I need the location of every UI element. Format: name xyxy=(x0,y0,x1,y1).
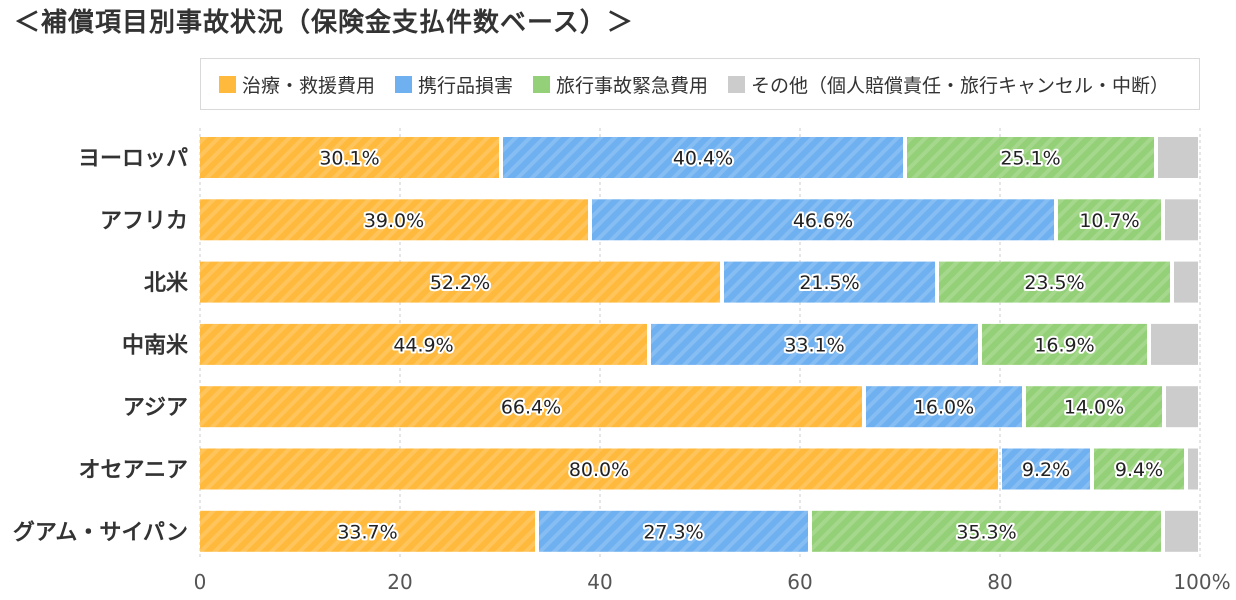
data-label: 39.0% xyxy=(364,210,424,232)
data-label: 25.1% xyxy=(1000,148,1060,170)
data-label: 35.3% xyxy=(956,521,1016,543)
bar-segment xyxy=(1002,448,1090,490)
legend-swatch-other xyxy=(728,75,746,93)
bar-segment xyxy=(1058,199,1161,241)
bar-segment xyxy=(1166,386,1198,428)
x-tick-label: 0 xyxy=(194,570,207,594)
bar-segment xyxy=(939,261,1170,303)
bar-segment xyxy=(503,137,903,178)
category-label: ヨーロッパ xyxy=(78,147,188,172)
bar-segment xyxy=(1174,261,1198,303)
category-label: アフリカ xyxy=(100,209,188,234)
legend-item-medical: 治療・救援費用 xyxy=(219,71,375,98)
data-label: 80.0% xyxy=(569,459,629,481)
data-label: 66.4% xyxy=(501,397,561,419)
legend-swatch-emergency xyxy=(533,75,551,93)
data-label: 14.0% xyxy=(1064,397,1124,419)
x-tick-label: 80 xyxy=(987,570,1012,594)
data-label: 44.9% xyxy=(393,334,453,356)
x-tick-label: 40 xyxy=(587,570,612,594)
data-label: 21.5% xyxy=(799,272,859,294)
bar-segment xyxy=(200,261,720,303)
bar-segment xyxy=(907,137,1154,178)
legend-item-belongings: 携行品損害 xyxy=(395,71,513,98)
bar-segment xyxy=(812,510,1161,552)
data-label: 9.4% xyxy=(1115,459,1163,481)
legend-label-belongings: 携行品損害 xyxy=(418,74,514,97)
legend-label-other: その他（個人賠償責任・旅行キャンセル・中断） xyxy=(751,74,1170,97)
category-label: オセアニア xyxy=(78,458,188,483)
data-label: 46.6% xyxy=(793,210,853,232)
category-label: アジア xyxy=(123,396,188,421)
bar-segment xyxy=(200,510,535,552)
category-label: 中南米 xyxy=(122,333,189,358)
chart-legend: 治療・救援費用 携行品損害 旅行事故緊急費用 その他（個人賠償責任・旅行キャンセ… xyxy=(200,58,1200,110)
data-label: 9.2% xyxy=(1022,459,1070,481)
data-label: 10.7% xyxy=(1079,210,1139,232)
chart-title: ＜補償項目別事故状況（保険金支払件数ベース）＞ xyxy=(14,8,634,38)
bar-segment xyxy=(1165,510,1198,552)
data-label: 27.3% xyxy=(643,521,703,543)
data-label: 40.4% xyxy=(673,148,733,170)
x-tick-label: 20 xyxy=(387,570,412,594)
bar-segment xyxy=(651,323,978,365)
bar-segment xyxy=(200,137,499,178)
legend-item-other: その他（個人賠償責任・旅行キャンセル・中断） xyxy=(728,71,1169,98)
data-label: 23.5% xyxy=(1024,272,1084,294)
bar-segment xyxy=(200,199,588,241)
bar-segment xyxy=(592,199,1054,241)
bar-segment xyxy=(724,261,935,303)
legend-swatch-belongings xyxy=(395,75,413,93)
data-label: 16.9% xyxy=(1034,334,1094,356)
bar-segment xyxy=(1151,323,1198,365)
legend-label-emergency: 旅行事故緊急費用 xyxy=(556,74,709,97)
x-tick-label: 100% xyxy=(1173,570,1230,594)
bar-segment xyxy=(1026,386,1162,428)
legend-item-emergency: 旅行事故緊急費用 xyxy=(533,71,708,98)
bar-segment xyxy=(1165,199,1198,241)
bar-segment xyxy=(200,448,998,490)
data-label: 16.0% xyxy=(914,397,974,419)
data-label: 52.2% xyxy=(430,272,490,294)
bar-segment xyxy=(539,510,808,552)
data-label: 33.1% xyxy=(784,334,844,356)
data-label: 33.7% xyxy=(337,521,397,543)
bar-segment xyxy=(866,386,1022,428)
bar-segment xyxy=(982,323,1147,365)
data-label: 30.1% xyxy=(319,148,379,170)
legend-label-medical: 治療・救援費用 xyxy=(242,74,376,97)
category-label: グアム・サイパン xyxy=(13,519,188,545)
x-tick-label: 60 xyxy=(787,570,812,594)
bar-segment xyxy=(1188,448,1198,490)
legend-swatch-medical xyxy=(219,75,236,93)
bar-segment xyxy=(1094,448,1184,490)
bar-segment xyxy=(1158,137,1198,178)
category-label: 北米 xyxy=(144,271,189,296)
bar-segment xyxy=(200,386,862,428)
bar-segment xyxy=(200,323,647,365)
